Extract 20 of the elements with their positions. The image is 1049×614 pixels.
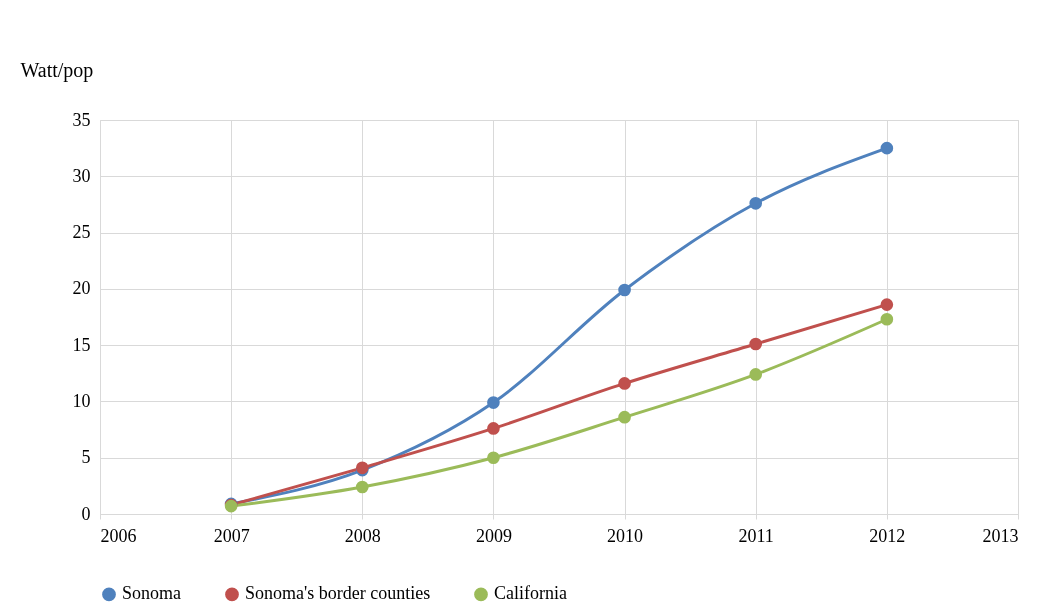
x-tick-label: 2013 bbox=[982, 525, 1019, 546]
x-tick-label: 2011 bbox=[738, 525, 774, 546]
legend-label: Sonoma's border counties bbox=[245, 583, 431, 604]
y-tick-label: 15 bbox=[72, 334, 91, 355]
y-tick-label: 10 bbox=[72, 390, 91, 411]
y-tick-label: 5 bbox=[81, 447, 91, 468]
legend-label: California bbox=[494, 583, 567, 604]
y-tick-label: 0 bbox=[81, 503, 91, 524]
legend-label: Sonoma bbox=[122, 583, 182, 604]
y-tick-label: 35 bbox=[72, 109, 91, 130]
x-tick-label: 2012 bbox=[869, 525, 906, 546]
y-tick-label: 30 bbox=[72, 165, 91, 186]
y-tick-label: 25 bbox=[72, 222, 91, 243]
y-tick-label: 20 bbox=[72, 278, 91, 299]
x-tick-label: 2010 bbox=[607, 525, 644, 546]
x-tick-label: 2007 bbox=[213, 525, 250, 546]
x-tick-label: 2008 bbox=[344, 525, 381, 546]
y-axis-title: Watt/pop bbox=[20, 58, 94, 82]
x-tick-label: 2006 bbox=[100, 525, 137, 546]
x-tick-label: 2009 bbox=[475, 525, 512, 546]
